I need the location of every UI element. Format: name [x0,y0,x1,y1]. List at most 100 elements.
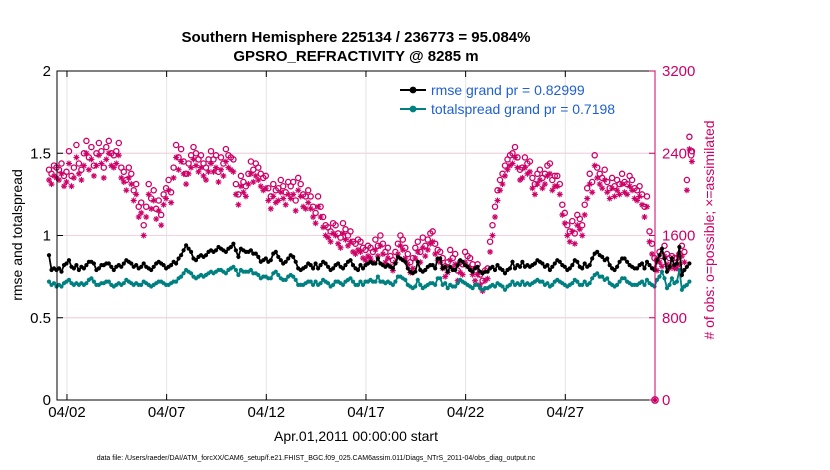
series-point [233,248,238,253]
series-point [639,261,645,266]
obs-assimilated-point [232,191,239,198]
obs-assimilated-point [484,275,491,282]
obs-assimilated-point [190,156,197,163]
series-point [465,264,470,269]
obs-assimilated-point [442,273,449,280]
series-point [343,263,348,268]
obs-assimilated-point [242,193,249,200]
series-point [121,261,126,266]
series-point [278,258,283,263]
obs-possible-point [202,164,210,171]
obs-assimilated-point [115,152,122,159]
series-point [600,254,605,259]
obs-possible-point [509,150,516,157]
legend-marker-rmse [409,86,417,94]
obs-assimilated-point [183,181,190,188]
series-point [520,259,525,264]
series-point [430,263,435,268]
series-point [453,284,458,289]
obs-possible-point [554,172,561,180]
obs-assimilated-point [611,193,618,200]
obs-possible-point [130,187,137,194]
series-point [161,263,166,268]
obs-assimilated-point [576,226,583,233]
series-point [109,264,114,269]
obs-assimilated-point [626,183,633,190]
obs-possible-point [414,238,422,245]
series-point [139,282,144,287]
series-point [311,266,316,271]
obs-possible-point [529,174,536,182]
series-point [223,271,228,276]
obs-assimilated-point [581,211,588,218]
series-point [263,256,268,261]
series-point [413,269,418,274]
obs-possible-point [357,238,364,245]
series-point [532,261,538,266]
obs-assimilated-point [95,152,102,159]
obs-assimilated-point [379,251,386,257]
obs-possible-point [125,164,133,171]
series-point [687,261,692,266]
series-point [475,264,480,269]
series-point [390,282,395,287]
obs-assimilated-point [282,201,289,208]
obs-possible-point [546,160,554,167]
obs-assimilated-point [302,205,309,212]
axis-ticks: 04/02 04/07 04/12 04/17 04/22 04/27 0 0.5 1 1.5 2 0… [30,63,695,421]
obs-assimilated-point [315,203,322,210]
obs-possible-point [307,193,314,200]
series-point [286,256,291,261]
obs-assimilated-point [636,193,643,200]
y2-tick-label: 0 [662,392,670,409]
obs-assimilated-point [138,209,145,216]
obs-assimilated-point [502,172,508,179]
obs-possible-point [170,164,177,171]
obs-possible-point [157,211,165,219]
series-point [348,258,353,263]
series-point [667,264,672,269]
obs-assimilated-point [305,199,312,206]
obs-assimilated-point [255,177,262,183]
obs-possible-point [185,160,192,167]
obs-assimilated-point [310,214,317,220]
series-point [647,263,652,268]
obs-assimilated-point [686,146,693,153]
y-tick-label: 1.5 [30,145,51,162]
obs-assimilated-point [100,174,107,181]
obs-assimilated-point [103,156,110,163]
obs-possible-point [683,176,691,184]
obs-assimilated-point [153,216,160,222]
obs-assimilated-point [534,181,541,188]
obs-assimilated-point [185,170,192,177]
series-point [390,266,395,271]
obs-assimilated-point [599,185,606,192]
series-point [455,263,460,268]
obs-possible-point [73,141,80,149]
series-point [605,276,610,281]
series-point [59,284,64,289]
series-point [657,253,662,258]
obs-assimilated-point [180,170,187,177]
series-point [500,267,505,273]
series-point [674,261,680,266]
series-point [311,282,316,287]
series-point [169,263,174,268]
series-point [393,261,398,266]
obs-assimilated-point [48,181,55,188]
obs-assimilated-point [75,170,82,177]
obs-possible-point [230,156,237,163]
obs-possible-point [337,234,344,241]
series-point [550,264,555,269]
obs-possible-point [172,141,180,149]
series-point [318,281,323,286]
obs-possible-point [661,242,668,250]
obs-possible-point [177,145,185,153]
series-point [667,282,672,287]
series-point [373,279,378,284]
obs-assimilated-point [135,214,142,220]
obs-assimilated-point [123,187,130,194]
series-point [393,279,398,284]
obs-assimilated-point [594,174,601,181]
obs-possible-point [155,197,162,204]
